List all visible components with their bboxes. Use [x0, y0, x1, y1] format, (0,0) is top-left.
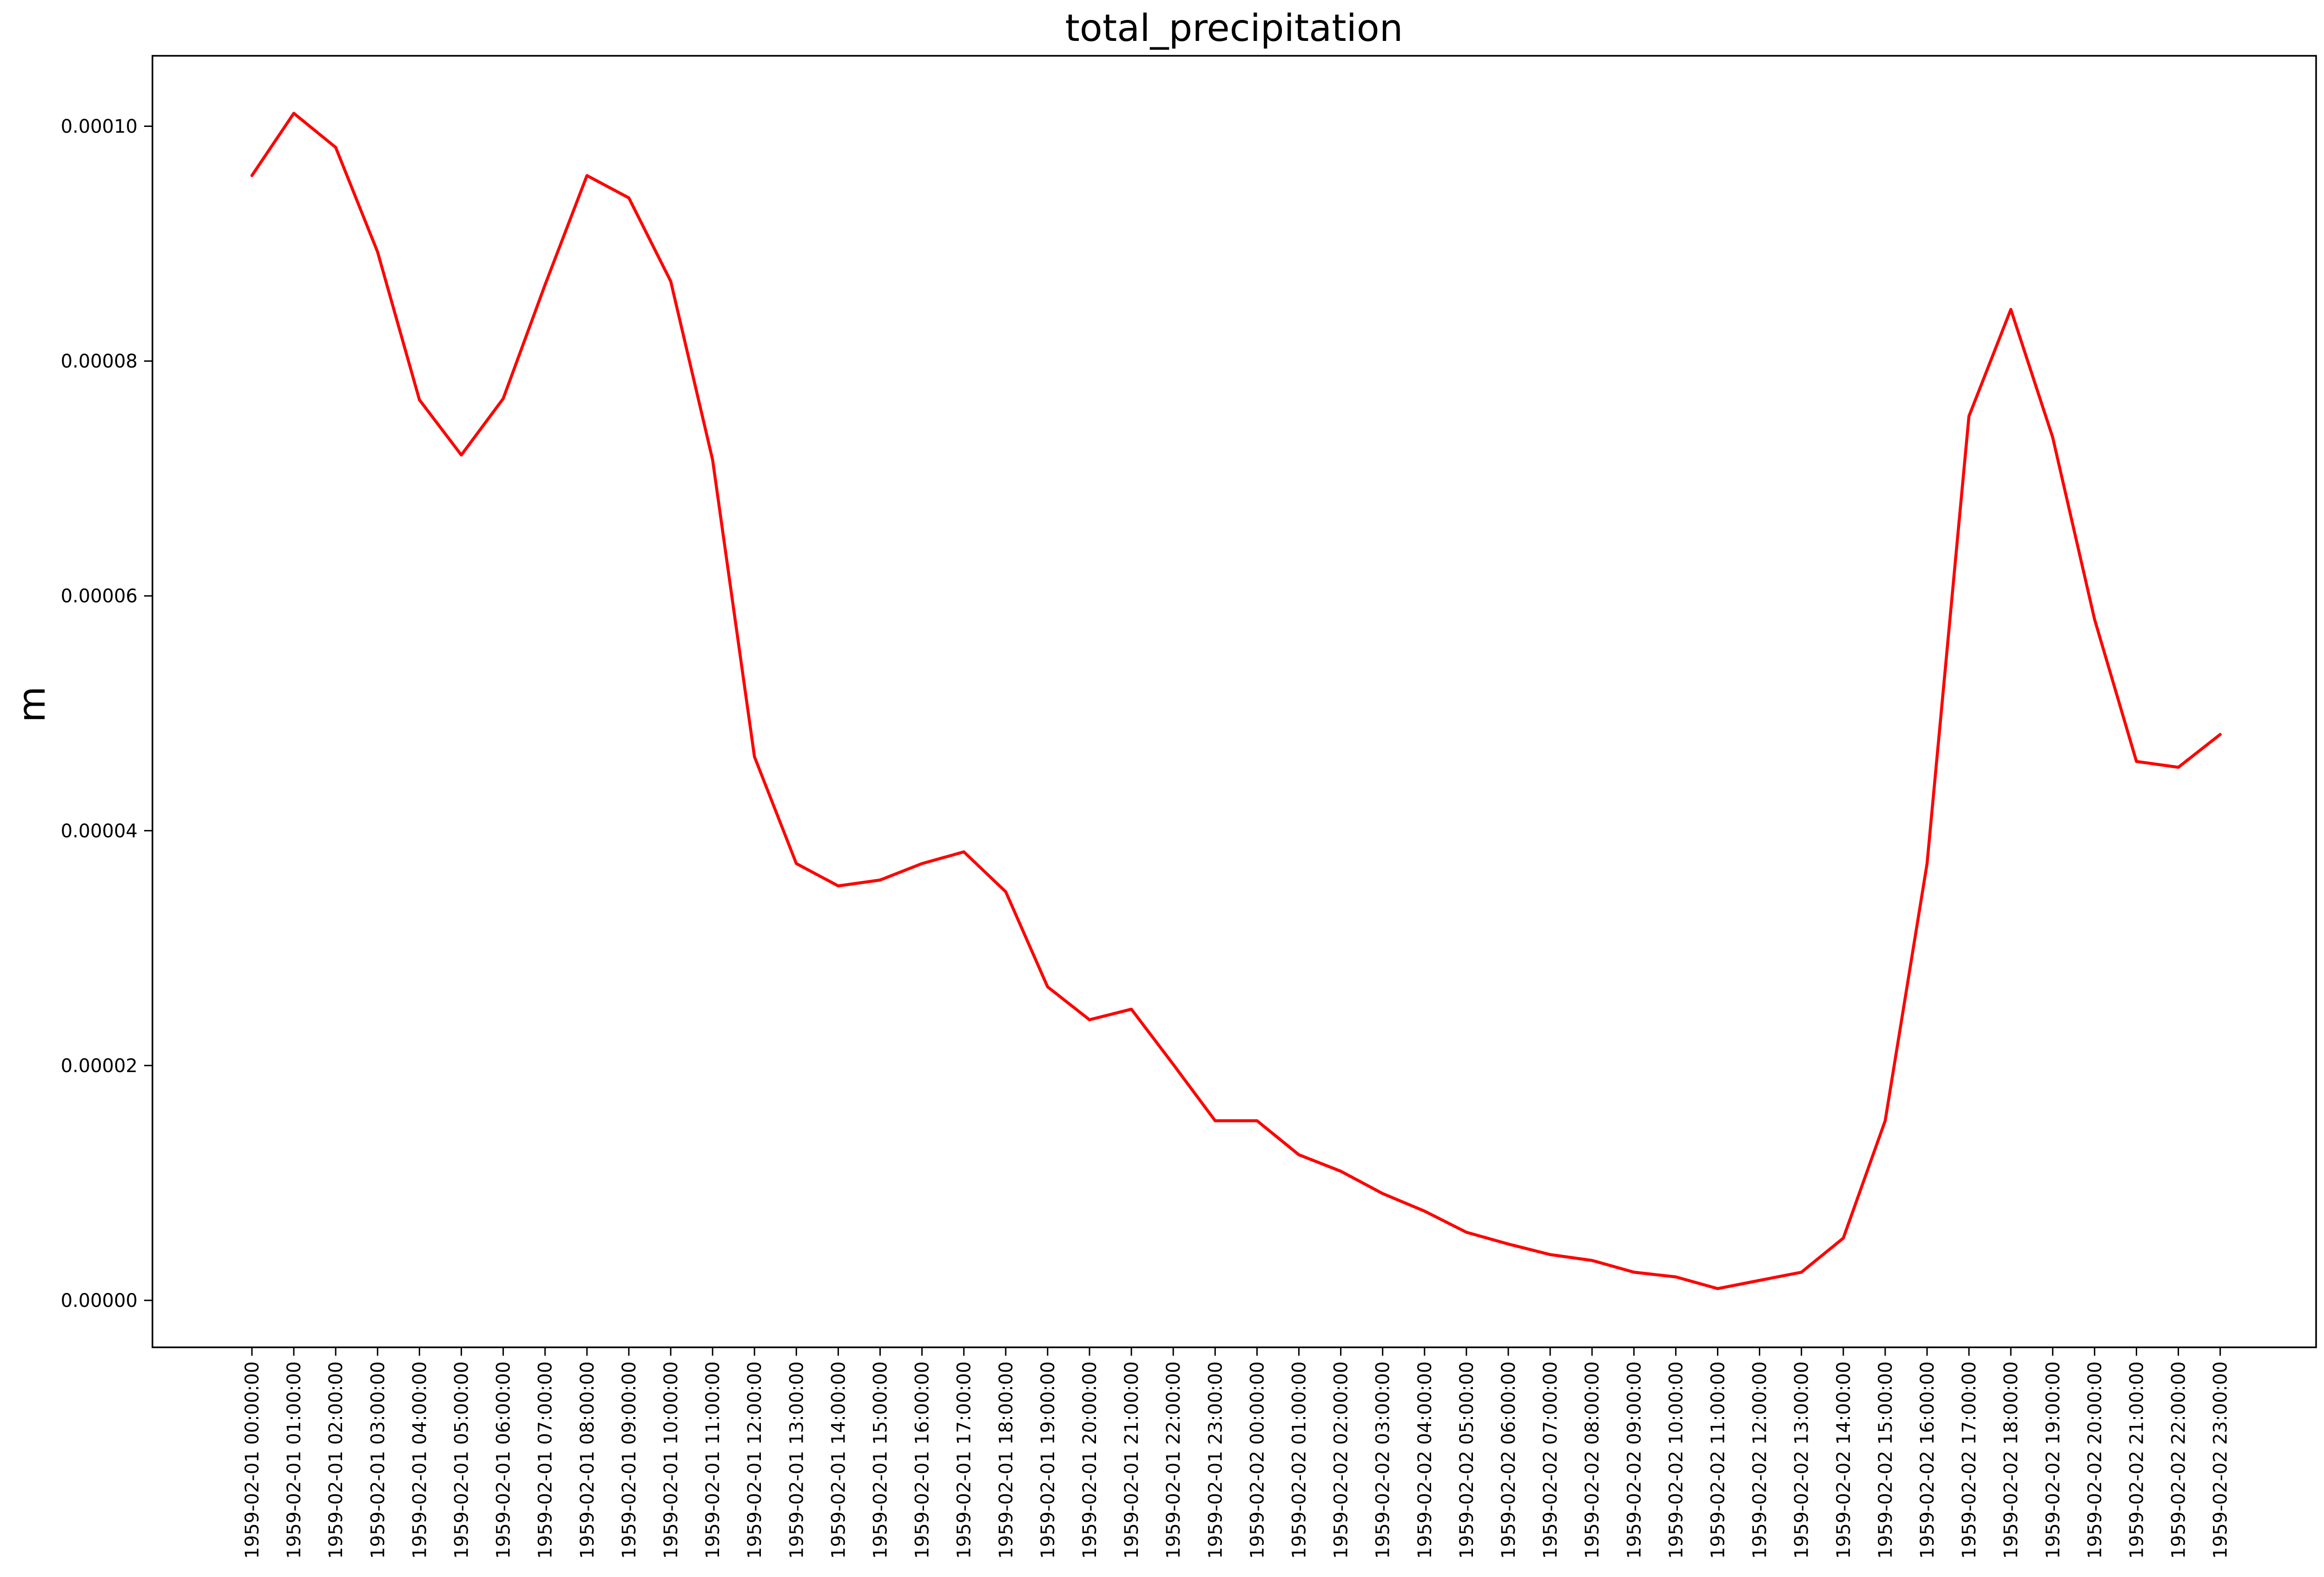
x-tick-label: 1959-02-02 13:00:00: [1791, 1361, 1813, 1559]
x-tick-label: 1959-02-01 05:00:00: [451, 1361, 473, 1559]
x-tick-label: 1959-02-01 14:00:00: [828, 1361, 849, 1559]
y-ticks: 0.00000 0.00002 0.00004 0.00006 0.00008 0.000…: [61, 116, 152, 1312]
x-tick-label: 1959-02-02 18:00:00: [2000, 1361, 2022, 1559]
y-tick-label: 0.00006: [61, 586, 138, 607]
x-tick-label: 1959-02-02 03:00:00: [1373, 1361, 1394, 1559]
x-tick-label: 1959-02-01 12:00:00: [744, 1361, 766, 1559]
x-tick-label: 1959-02-01 18:00:00: [996, 1361, 1017, 1559]
chart-title: total_precipitation: [1065, 7, 1403, 50]
x-tick-label: 1959-02-01 06:00:00: [493, 1361, 515, 1559]
x-tick-label: 1959-02-02 07:00:00: [1540, 1361, 1561, 1559]
x-tick-label: 1959-02-02 17:00:00: [1959, 1361, 1980, 1559]
x-tick-label: 1959-02-02 05:00:00: [1456, 1361, 1478, 1559]
x-tick-label: 1959-02-02 08:00:00: [1582, 1361, 1603, 1559]
x-tick-label: 1959-02-01 01:00:00: [284, 1361, 305, 1559]
y-tick-label: 0.00010: [61, 116, 138, 138]
x-tick-label: 1959-02-01 11:00:00: [702, 1361, 724, 1559]
x-ticks: 1959-02-01 00:00:00 1959-02-01 01:00:00 19…: [242, 1347, 2232, 1559]
x-tick-label: 1959-02-01 20:00:00: [1079, 1361, 1101, 1559]
x-tick-label: 1959-02-01 22:00:00: [1163, 1361, 1184, 1559]
x-tick-label: 1959-02-02 00:00:00: [1247, 1361, 1268, 1559]
x-tick-label: 1959-02-02 06:00:00: [1498, 1361, 1519, 1559]
x-tick-label: 1959-02-02 22:00:00: [2168, 1361, 2190, 1559]
x-tick-label: 1959-02-02 09:00:00: [1624, 1361, 1645, 1559]
x-tick-label: 1959-02-02 23:00:00: [2210, 1361, 2232, 1559]
x-tick-label: 1959-02-01 08:00:00: [577, 1361, 598, 1559]
x-tick-label: 1959-02-02 10:00:00: [1665, 1361, 1687, 1559]
x-tick-label: 1959-02-01 19:00:00: [1037, 1361, 1059, 1559]
x-tick-label: 1959-02-01 23:00:00: [1205, 1361, 1226, 1559]
x-tick-label: 1959-02-02 14:00:00: [1833, 1361, 1855, 1559]
x-tick-label: 1959-02-01 17:00:00: [954, 1361, 975, 1559]
x-tick-label: 1959-02-01 15:00:00: [870, 1361, 891, 1559]
x-tick-label: 1959-02-02 15:00:00: [1875, 1361, 1896, 1559]
series-line: [250, 112, 2222, 1290]
y-tick-label: 0.00000: [61, 1290, 138, 1312]
y-tick-label: 0.00004: [61, 821, 138, 842]
x-tick-label: 1959-02-01 10:00:00: [660, 1361, 682, 1559]
x-tick-label: 1959-02-01 04:00:00: [409, 1361, 430, 1559]
x-tick-label: 1959-02-01 21:00:00: [1121, 1361, 1142, 1559]
x-tick-label: 1959-02-02 16:00:00: [1917, 1361, 1938, 1559]
x-tick-label: 1959-02-01 02:00:00: [325, 1361, 347, 1559]
x-tick-label: 1959-02-02 04:00:00: [1414, 1361, 1436, 1559]
x-tick-label: 1959-02-02 11:00:00: [1708, 1361, 1729, 1559]
y-tick-label: 0.00002: [61, 1055, 138, 1077]
x-tick-label: 1959-02-01 07:00:00: [535, 1361, 556, 1559]
x-tick-label: 1959-02-02 20:00:00: [2084, 1361, 2106, 1559]
x-tick-label: 1959-02-02 19:00:00: [2042, 1361, 2064, 1559]
x-tick-label: 1959-02-01 13:00:00: [786, 1361, 807, 1559]
x-tick-label: 1959-02-01 16:00:00: [912, 1361, 933, 1559]
x-tick-label: 1959-02-01 00:00:00: [242, 1361, 263, 1559]
y-tick-label: 0.00008: [61, 351, 138, 372]
x-tick-label: 1959-02-02 21:00:00: [2126, 1361, 2148, 1559]
x-tick-label: 1959-02-02 01:00:00: [1289, 1361, 1310, 1559]
x-tick-label: 1959-02-02 12:00:00: [1750, 1361, 1771, 1559]
x-tick-label: 1959-02-02 02:00:00: [1331, 1361, 1352, 1559]
y-axis-label: m: [10, 686, 53, 722]
plot-frame: [152, 55, 2317, 1348]
x-tick-label: 1959-02-01 09:00:00: [619, 1361, 640, 1559]
x-tick-label: 1959-02-01 03:00:00: [367, 1361, 389, 1559]
